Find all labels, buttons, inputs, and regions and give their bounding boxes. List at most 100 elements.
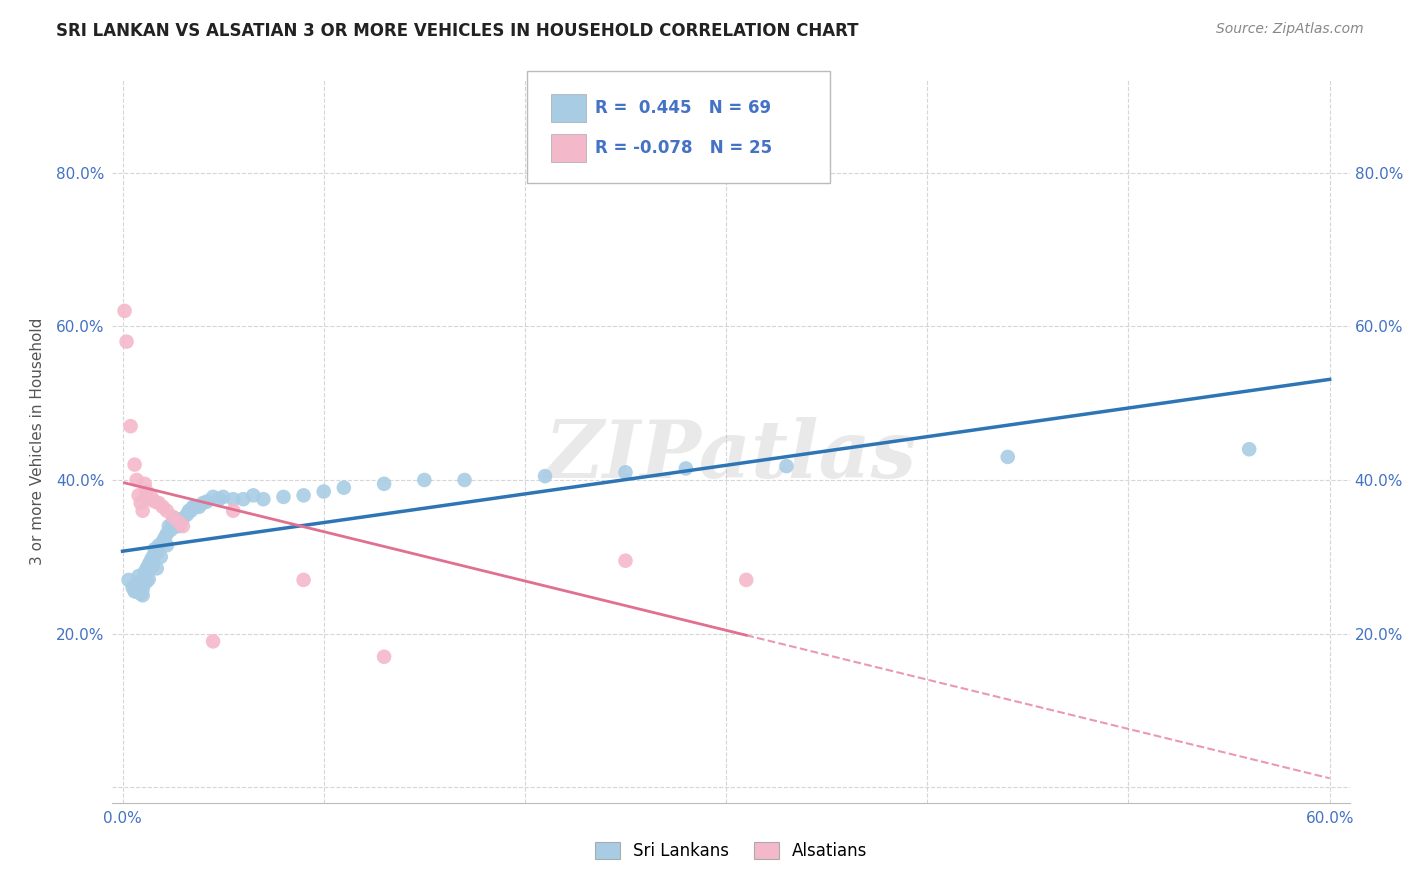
Point [131,588,153,602]
Point [191,496,214,510]
Point [149,549,172,564]
Point [156,538,179,552]
Point [166,519,188,533]
Point [135,561,157,575]
Point [145,546,167,560]
Point [135,574,157,589]
Point [997,450,1019,464]
Point [134,565,156,579]
Point [614,554,637,568]
Point [128,576,150,591]
Point [232,492,254,507]
Point [222,504,245,518]
Point [124,584,146,599]
Text: ZIPatlas: ZIPatlas [546,417,917,495]
Point [162,509,184,524]
Point [131,582,153,596]
Text: R = -0.078   N = 25: R = -0.078 N = 25 [595,139,772,157]
Point [138,572,160,586]
Point [775,459,797,474]
Point [129,496,152,510]
Point [159,523,181,537]
Point [138,564,160,578]
Point [142,549,165,564]
Point [292,488,315,502]
Point [138,492,160,507]
Point [134,571,156,585]
Point [148,538,170,552]
Point [675,461,697,475]
Point [128,582,150,596]
Point [162,515,184,529]
Point [156,504,179,518]
Y-axis label: 3 or more Vehicles in Household: 3 or more Vehicles in Household [30,318,45,566]
Point [142,559,165,574]
Point [188,500,211,514]
Point [181,500,204,514]
Point [143,542,166,557]
Point [172,511,194,525]
Point [120,419,142,434]
Point [184,500,207,514]
Point [202,490,225,504]
Point [157,519,180,533]
Point [128,488,150,502]
Point [453,473,475,487]
Point [292,573,315,587]
Text: Source: ZipAtlas.com: Source: ZipAtlas.com [1216,22,1364,37]
Point [145,561,167,575]
Point [222,492,245,507]
Point [148,496,170,510]
Point [152,534,174,549]
Point [143,494,166,508]
Point [128,569,150,583]
Point [202,634,225,648]
Point [135,484,157,499]
Point [177,504,200,518]
Point [195,494,218,508]
Point [1237,442,1260,457]
Point [134,476,156,491]
Point [167,515,190,529]
Point [131,576,153,591]
Point [273,490,295,504]
Point [117,573,139,587]
Point [125,576,148,591]
Point [208,492,231,507]
Point [115,334,138,349]
Text: SRI LANKAN VS ALSATIAN 3 OR MORE VEHICLES IN HOUSEHOLD CORRELATION CHART: SRI LANKAN VS ALSATIAN 3 OR MORE VEHICLE… [56,22,859,40]
Point [139,488,162,502]
Point [614,465,637,479]
Point [121,581,143,595]
Point [252,492,274,507]
Point [333,481,356,495]
Point [138,558,160,572]
Point [152,500,174,514]
Point [131,504,153,518]
Point [129,581,152,595]
Point [163,511,186,525]
Point [124,458,146,472]
Point [176,508,198,522]
Point [242,488,264,502]
Legend: Sri Lankans, Alsatians: Sri Lankans, Alsatians [588,835,875,867]
Point [114,304,136,318]
Point [212,490,235,504]
Point [172,519,194,533]
Point [373,476,395,491]
Point [125,473,148,487]
Point [180,504,202,518]
Point [129,587,152,601]
Point [131,573,153,587]
Point [156,526,179,541]
Point [167,519,190,533]
Point [153,531,176,545]
Point [735,573,758,587]
Point [413,473,436,487]
Point [534,469,557,483]
Text: R =  0.445   N = 69: R = 0.445 N = 69 [595,99,770,117]
Point [135,566,157,581]
Point [125,584,148,599]
Point [373,649,395,664]
Point [312,484,335,499]
